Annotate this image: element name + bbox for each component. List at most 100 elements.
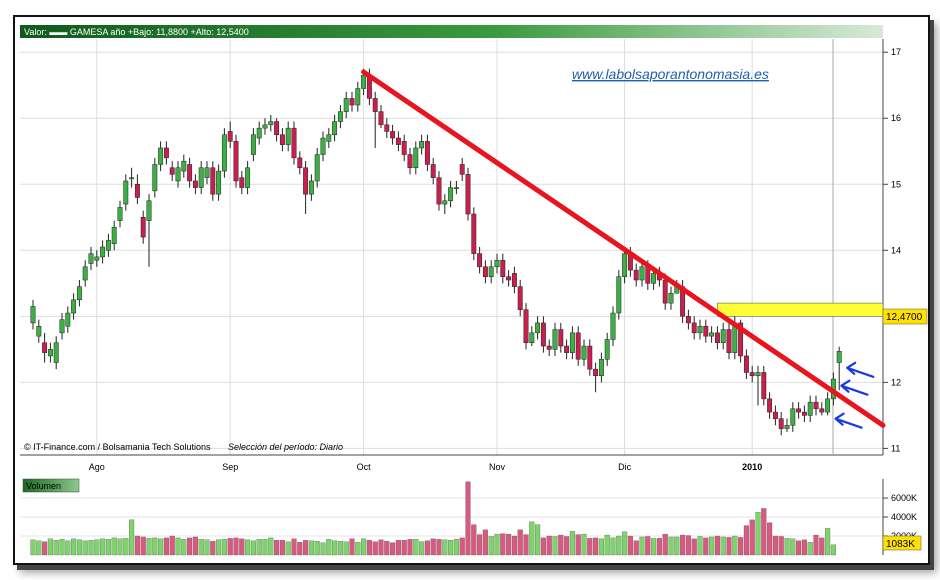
volume-bar [523,534,529,556]
watermark-link[interactable]: www.labolsaporantonomasia.es [572,66,769,82]
candle-body [123,180,129,205]
candle-body [500,259,506,277]
volume-bar [825,528,831,556]
month-label: Ago [89,462,105,472]
volume-bar [401,540,407,556]
candle-body [401,141,407,155]
header-text: Valor: ▬▬ GAMESA año +Bajo: 11,8800 +Alt… [24,27,249,37]
candle-body [268,121,274,126]
volume-bar [419,541,425,556]
candle-body [314,154,320,182]
candle-body [169,167,175,175]
candle-body [65,312,71,327]
candle-body [604,339,610,360]
volume-bar [71,538,77,556]
candle-body [384,124,390,132]
candle-body [372,98,378,112]
candle-body [564,345,570,353]
volume-bar [540,537,546,556]
volume-bar [575,534,581,556]
volume-bar [355,542,361,556]
candle-body [297,157,303,169]
volume-bar [790,538,796,556]
volume-bar [30,539,36,556]
candle-body [813,401,819,410]
candle-body [517,286,523,310]
volume-bar [390,542,396,556]
month-label: 2010 [742,462,762,472]
candle-body [332,121,338,135]
volume-bar [587,538,593,556]
volume-bar [552,536,558,556]
candle-body [587,345,593,370]
month-label: Nov [489,462,506,472]
volume-bar [239,538,245,556]
volume-bar [47,538,53,556]
volume-bar [314,541,320,556]
candle-body [801,411,807,416]
candle-body [343,98,349,112]
volume-bar [738,537,744,556]
candle-body [796,408,802,413]
volume-bar [129,519,135,556]
volume-bar [749,519,755,556]
volume-bar [111,537,117,556]
volume-bar [192,536,198,556]
resistance-rect [717,302,884,317]
volume-bar [134,535,140,556]
y-tick-label: 12 [891,377,901,387]
volume-title: Volumen [26,481,61,491]
volume-bar [94,539,100,556]
volume-bar [755,512,761,556]
volume-bar [430,538,436,556]
arrow-annotation [834,412,863,429]
candle-body [355,88,361,106]
candle-body [448,187,454,202]
candle-body [610,312,616,340]
candle-body [250,134,256,155]
volume-bar [604,534,610,556]
candle-body [430,164,436,178]
candle-body [761,372,767,400]
candle-body [42,342,48,353]
volume-bar [332,540,338,556]
candle-body [540,322,546,347]
trendline-group [361,69,886,428]
candle-body [726,329,732,353]
volume-bar [175,537,181,556]
candle-body [767,398,773,413]
candle-body [651,273,657,284]
candle-body [598,359,604,377]
candle-body [558,329,564,347]
volume-bar [366,540,372,556]
volume-bar [743,525,749,556]
volume-bar [169,535,175,556]
volume-bar [59,539,65,556]
candle-body [163,147,169,159]
volume-bar [477,534,483,556]
y-tick-label: 17 [891,47,901,57]
header-bar [20,25,883,38]
volume-tick-label: 6000K [891,493,917,503]
volume-bar [697,536,703,556]
candle-body [511,273,517,287]
volume-bar [627,535,633,556]
candle-body [320,137,326,155]
volume-tick-label: 4000K [891,512,917,522]
candle-body [192,180,198,188]
volume-bar [680,534,686,556]
credit-period: Selección del período: Diario [228,442,343,452]
candle-body [326,134,332,142]
volume-bar [616,535,622,556]
candle-body [488,266,494,277]
volume-bar [726,537,732,556]
volume-bar [303,540,309,556]
candle-body [633,269,639,281]
candle-body [158,147,164,165]
candle-body [662,279,668,304]
candle-body [285,127,291,145]
candle-body [395,137,401,145]
volume-bar [245,539,251,556]
candle-body [743,355,749,373]
volume-bar [471,524,477,556]
